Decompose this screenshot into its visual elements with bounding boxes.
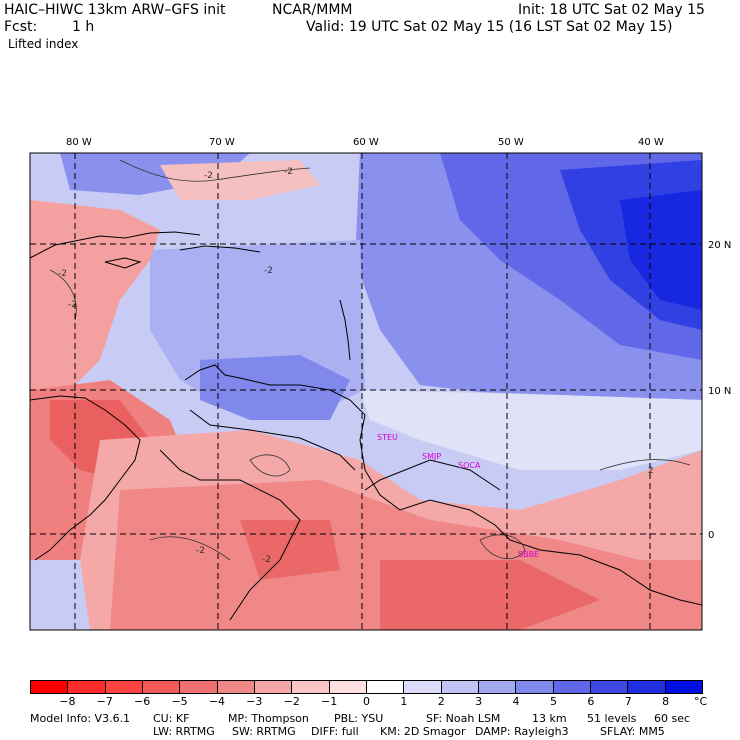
km-option: KM: 2D Smagor	[380, 725, 466, 738]
colorbar-swatch	[477, 681, 516, 693]
cu-scheme: CU: KF	[153, 712, 190, 725]
valid-time: Valid: 19 UTC Sat 02 May 15 (16 LST Sat …	[306, 19, 673, 35]
contour-label: -2	[284, 167, 293, 177]
sf-scheme: SF: Noah LSM	[426, 712, 501, 725]
colorbar-tick-label: −6	[134, 695, 151, 708]
coastlines	[30, 231, 702, 621]
colorbar-tick-label: −8	[59, 695, 76, 708]
contour-label: -2	[264, 266, 273, 276]
contour-label: -2	[262, 555, 271, 565]
colorbar-swatch	[440, 681, 478, 693]
org-label: NCAR/MMM	[272, 2, 353, 18]
lon-label-80w: 80 W	[66, 137, 92, 148]
model-info: Model Info: V3.6.1	[30, 712, 131, 725]
colorbar-tick-label: 5	[549, 695, 557, 708]
contour-label: 2	[648, 466, 654, 476]
colorbar-tick-label: −7	[96, 695, 113, 708]
lon-label-40w: 40 W	[638, 137, 664, 148]
colorbar-swatch	[552, 681, 590, 693]
colorbar-swatch	[328, 681, 366, 693]
colorbar-tick-label: −4	[208, 695, 226, 708]
sflay: SFLAY: MM5	[600, 725, 665, 738]
colorbar-swatch	[515, 681, 553, 693]
mp-scheme: MP: Thompson	[228, 712, 309, 725]
station-steu: STEU	[377, 433, 398, 442]
contour-label: -2	[196, 546, 205, 556]
model-title: HAIC–HIWC 13km ARW–GFS init	[4, 2, 226, 18]
colorbar-tick-label: −5	[171, 695, 188, 708]
colorbar-swatch	[253, 681, 292, 693]
colorbar-swatch	[664, 681, 702, 693]
colorbar-tick-label: 7	[624, 695, 632, 708]
init-time: Init: 18 UTC Sat 02 May 15	[518, 2, 705, 18]
colorbar-swatch	[291, 681, 329, 693]
colorbar-swatch	[104, 681, 142, 693]
colorbar-tick-label: 6	[587, 695, 595, 708]
colorbar-swatch	[67, 681, 105, 693]
lon-label-50w: 50 W	[498, 137, 524, 148]
diffusion: DIFF: full	[311, 725, 359, 738]
colorbar-swatch	[627, 681, 665, 693]
contour-label: -2	[68, 300, 77, 310]
sw-scheme: SW: RRTMG	[232, 725, 296, 738]
colorbar-unit: °C	[694, 695, 708, 708]
colorbar-swatch	[31, 681, 68, 693]
colorbar-tick-label: 2	[437, 695, 445, 708]
contour-label: -2	[58, 269, 67, 279]
fcst-label: Fcst:	[4, 19, 38, 35]
colorbar-swatch	[216, 681, 254, 693]
lat-label-0: 0	[708, 530, 714, 541]
colorbar-swatch	[403, 681, 441, 693]
colorbar-tick-label: 3	[475, 695, 483, 708]
graticule	[30, 153, 702, 630]
timestep: 60 sec	[654, 712, 691, 725]
grid-spacing: 13 km	[532, 712, 567, 725]
lw-scheme: LW: RRTMG	[153, 725, 215, 738]
colorbar-swatch	[589, 681, 628, 693]
colorbar-tick-label: −3	[246, 695, 263, 708]
field-name: Lifted index	[8, 37, 79, 51]
station-sbbe: SBBE	[518, 550, 539, 559]
lat-label-10n: 10 N	[708, 386, 731, 397]
colorbar-tick-label: −1	[321, 695, 338, 708]
colorbar-tick-label: 0	[363, 695, 370, 708]
colorbar-tick-label: −2	[283, 695, 300, 708]
station-soca: SOCA	[458, 461, 481, 470]
colorbar-tick-label: 4	[512, 695, 520, 708]
station-smjp: SMJP	[422, 452, 441, 461]
contour-lines	[49, 159, 691, 561]
fcst-value: 1 h	[72, 19, 95, 35]
contour-label: -2	[204, 171, 213, 181]
colorbar-swatch	[179, 681, 217, 693]
lat-label-20n: 20 N	[708, 240, 731, 251]
colorbar-swatch	[365, 681, 404, 693]
lon-label-70w: 70 W	[209, 137, 235, 148]
pbl-scheme: PBL: YSU	[334, 712, 384, 725]
lon-label-60w: 60 W	[353, 137, 379, 148]
shaded-field	[30, 153, 702, 630]
colorbar-swatch	[141, 681, 180, 693]
damping: DAMP: Rayleigh3	[475, 725, 569, 738]
colorbar-tick-label: 8	[662, 695, 670, 708]
colorbar-tick-label: 1	[400, 695, 408, 708]
colorbar	[30, 680, 703, 694]
vertical-levels: 51 levels	[587, 712, 637, 725]
